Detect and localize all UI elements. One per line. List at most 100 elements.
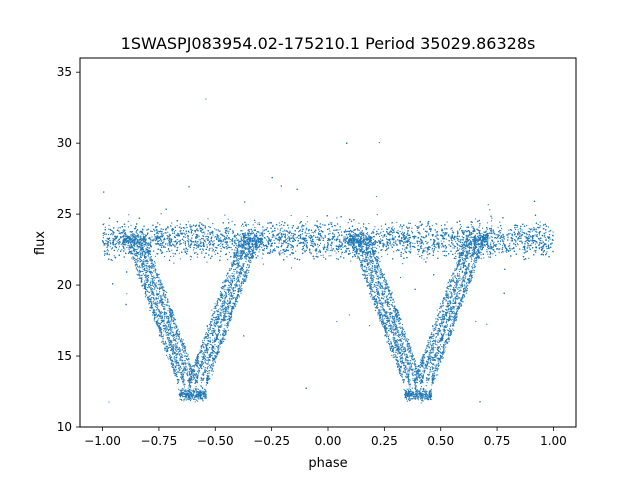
data-point	[488, 256, 490, 258]
data-point	[233, 240, 236, 242]
data-point	[214, 246, 216, 248]
data-point	[430, 228, 433, 230]
data-point	[547, 226, 550, 228]
data-point	[443, 241, 445, 243]
data-point	[254, 226, 256, 229]
data-point	[287, 234, 289, 236]
data-point	[371, 241, 373, 243]
data-point	[262, 229, 264, 231]
data-point	[527, 245, 529, 247]
data-point	[167, 244, 169, 246]
data-point	[160, 243, 163, 245]
data-point	[468, 250, 470, 253]
data-point	[324, 234, 326, 237]
data-point	[262, 231, 264, 233]
data-point	[349, 252, 351, 254]
data-point	[514, 229, 517, 231]
data-point	[104, 244, 106, 246]
data-point	[292, 247, 294, 249]
data-point	[496, 236, 498, 239]
data-point	[531, 241, 533, 243]
data-point	[333, 239, 336, 241]
data-point	[525, 240, 528, 242]
data-point	[399, 226, 401, 228]
data-point	[154, 230, 156, 232]
data-point	[301, 238, 303, 240]
data-point	[543, 247, 545, 249]
data-point	[282, 234, 284, 236]
data-point	[290, 267, 293, 269]
data-point	[119, 242, 121, 244]
data-point	[549, 238, 551, 240]
data-point	[396, 244, 399, 246]
data-point	[239, 233, 241, 235]
data-point	[228, 238, 230, 240]
data-point	[495, 254, 497, 256]
data-point	[347, 222, 349, 224]
data-point	[243, 225, 245, 228]
data-point	[450, 228, 452, 230]
data-point	[454, 239, 456, 241]
data-point	[467, 234, 469, 236]
data-point	[137, 246, 140, 248]
data-point	[155, 232, 158, 234]
data-point	[416, 230, 418, 232]
data-point	[118, 248, 120, 250]
data-point	[435, 223, 437, 225]
data-point	[452, 243, 454, 245]
data-point	[184, 227, 186, 229]
data-point	[498, 249, 500, 251]
data-point	[299, 229, 302, 231]
data-point	[277, 233, 279, 235]
data-point	[499, 248, 501, 250]
data-point	[327, 247, 329, 249]
data-point	[486, 228, 488, 230]
data-point	[268, 232, 271, 235]
data-point	[167, 249, 170, 251]
data-point	[506, 251, 508, 253]
data-point	[536, 236, 539, 238]
data-point	[261, 257, 263, 259]
data-point	[379, 238, 382, 240]
data-point	[487, 234, 490, 236]
data-point	[262, 263, 265, 265]
data-point	[217, 237, 220, 239]
data-point	[358, 229, 360, 231]
data-point	[493, 241, 495, 243]
data-point	[193, 243, 196, 245]
data-point	[217, 229, 219, 231]
data-point	[502, 247, 504, 249]
data-point	[282, 248, 284, 251]
data-point	[319, 249, 321, 251]
data-point	[121, 249, 123, 251]
data-point	[524, 235, 526, 238]
data-point	[163, 245, 165, 247]
data-point	[167, 231, 169, 233]
data-point	[288, 236, 290, 238]
data-point	[120, 243, 122, 246]
data-point	[501, 234, 503, 237]
data-point	[202, 249, 204, 251]
data-point	[548, 230, 550, 233]
data-point	[161, 240, 163, 242]
data-point	[442, 250, 444, 253]
data-point	[413, 238, 415, 240]
data-point	[192, 249, 195, 251]
data-point	[110, 233, 113, 235]
data-point	[317, 232, 320, 234]
data-point	[167, 243, 169, 245]
data-point	[172, 252, 174, 254]
data-point	[403, 241, 406, 243]
data-point	[418, 226, 420, 228]
data-point	[108, 224, 110, 226]
data-point	[117, 239, 119, 242]
data-point	[516, 226, 518, 229]
data-point	[166, 250, 168, 253]
data-point	[510, 240, 512, 242]
data-point	[475, 320, 477, 323]
data-point	[119, 233, 121, 235]
data-point	[201, 251, 203, 253]
data-point	[214, 253, 216, 255]
data-point	[227, 231, 229, 233]
data-point	[490, 242, 492, 244]
